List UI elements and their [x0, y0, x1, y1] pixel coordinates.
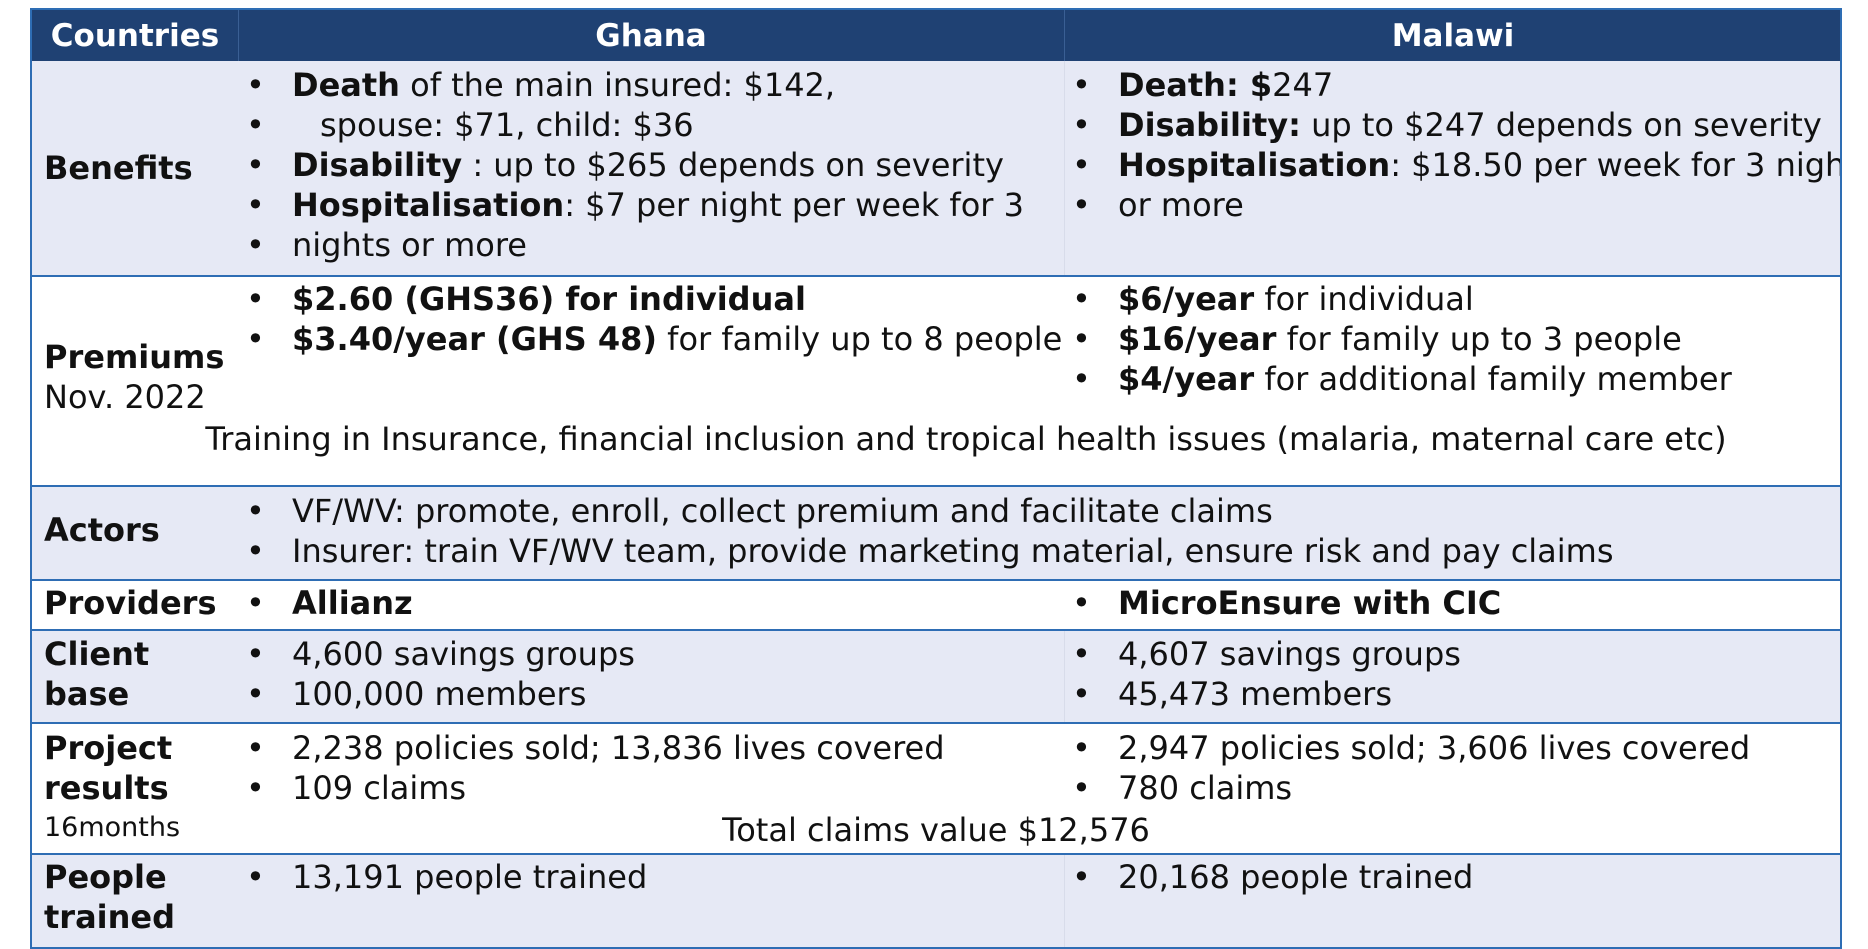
training-note: Training in Insurance, financial inclusi…	[205, 420, 1727, 458]
list-item: Insurer: train VF/WV team, provide marke…	[244, 531, 1614, 571]
column-divider	[1064, 631, 1065, 722]
actors-label: Actors	[44, 511, 160, 549]
list-item: MicroEnsure with CIC	[1070, 583, 1501, 623]
project-results-malawi-list: 2,947 policies sold; 3,606 lives covered…	[1070, 728, 1750, 808]
benefits-row: Benefits Death of the main insured: $142…	[32, 61, 1840, 275]
benefits-malawi-list: Death: $247 Disability: up to $247 depen…	[1070, 65, 1840, 225]
total-claims-note: Total claims value $12,576	[722, 811, 1150, 849]
header-ghana: Ghana	[595, 17, 707, 54]
list-item: 100,000 members	[244, 674, 635, 714]
list-item: 2,947 policies sold; 3,606 lives covered	[1070, 728, 1750, 768]
premiums-label: Premiums Nov. 2022	[44, 338, 225, 416]
premiums-malawi-list: $6/year for individual $16/year for fami…	[1070, 279, 1732, 399]
people-trained-malawi: 20,168 people trained	[1070, 857, 1473, 897]
list-item: 2,238 policies sold; 13,836 lives covere…	[244, 728, 945, 768]
list-item: 4,607 savings groups	[1070, 634, 1461, 674]
people-trained-ghana: 13,191 people trained	[244, 857, 647, 897]
benefits-ghana-list: Death of the main insured: $142, spouse:…	[244, 65, 1024, 265]
list-item: 4,600 savings groups	[244, 634, 635, 674]
header-divider	[238, 10, 239, 61]
list-item: 780 claims	[1070, 768, 1750, 808]
list-item: Death: $247	[1070, 65, 1840, 105]
list-item: Disability: up to $247 depends on severi…	[1070, 105, 1840, 145]
list-item: $16/year for family up to 3 people	[1070, 319, 1732, 359]
project-results-row: Project results 16months 2,238 policies …	[32, 722, 1840, 853]
list-item: Hospitalisation: $7 per night per week f…	[244, 185, 1024, 225]
list-item: Allianz	[244, 583, 413, 623]
providers-malawi: MicroEnsure with CIC	[1070, 583, 1501, 623]
project-results-sublabel: 16months	[44, 812, 181, 843]
list-item: 13,191 people trained	[244, 857, 647, 897]
table-header-row: Countries Ghana Malawi	[32, 10, 1840, 61]
header-divider	[1064, 10, 1065, 61]
list-item: Death of the main insured: $142,	[244, 65, 1024, 105]
people-trained-label: People trained	[44, 858, 176, 936]
list-item: Disability : up to $265 depends on sever…	[244, 145, 1024, 185]
benefits-label: Benefits	[44, 149, 193, 187]
header-countries: Countries	[50, 17, 220, 54]
premiums-row: Premiums Nov. 2022 $2.60 (GHS36) for ind…	[32, 275, 1840, 485]
list-item-continuation: or more	[1070, 185, 1840, 225]
list-item: $3.40/year (GHS 48) for family up to 8 p…	[244, 319, 1062, 359]
column-divider	[1064, 61, 1065, 275]
list-item: 109 claims	[244, 768, 945, 808]
people-trained-row: People trained 13,191 people trained 20,…	[32, 853, 1840, 947]
providers-row: Providers Allianz MicroEnsure with CIC	[32, 579, 1840, 629]
comparison-table: Countries Ghana Malawi Benefits Death of…	[30, 8, 1842, 949]
list-item: $6/year for individual	[1070, 279, 1732, 319]
column-divider	[1064, 855, 1065, 947]
actors-list: VF/WV: promote, enroll, collect premium …	[244, 491, 1614, 571]
list-item-continuation: nights or more	[244, 225, 1024, 265]
list-item: $4/year for additional family member	[1070, 359, 1732, 399]
list-item-continuation: spouse: $71, child: $36	[244, 105, 1024, 145]
list-item: 20,168 people trained	[1070, 857, 1473, 897]
premiums-sublabel: Nov. 2022	[44, 378, 206, 416]
list-item: VF/WV: promote, enroll, collect premium …	[244, 491, 1614, 531]
header-malawi: Malawi	[1391, 17, 1515, 54]
client-base-row: Client base 4,600 savings groups 100,000…	[32, 629, 1840, 722]
premiums-ghana-list: $2.60 (GHS36) for individual $3.40/year …	[244, 279, 1062, 359]
client-base-malawi-list: 4,607 savings groups 45,473 members	[1070, 634, 1461, 714]
client-base-label: Client base	[44, 635, 150, 713]
providers-label: Providers	[44, 584, 217, 622]
providers-ghana: Allianz	[244, 583, 413, 623]
project-results-label: Project results 16months	[44, 728, 180, 848]
list-item: 45,473 members	[1070, 674, 1461, 714]
list-item: Hospitalisation: $18.50 per week for 3 n…	[1070, 145, 1840, 185]
project-results-ghana-list: 2,238 policies sold; 13,836 lives covere…	[244, 728, 945, 808]
actors-row: Actors VF/WV: promote, enroll, collect p…	[32, 485, 1840, 579]
client-base-ghana-list: 4,600 savings groups 100,000 members	[244, 634, 635, 714]
list-item: $2.60 (GHS36) for individual	[244, 279, 1062, 319]
